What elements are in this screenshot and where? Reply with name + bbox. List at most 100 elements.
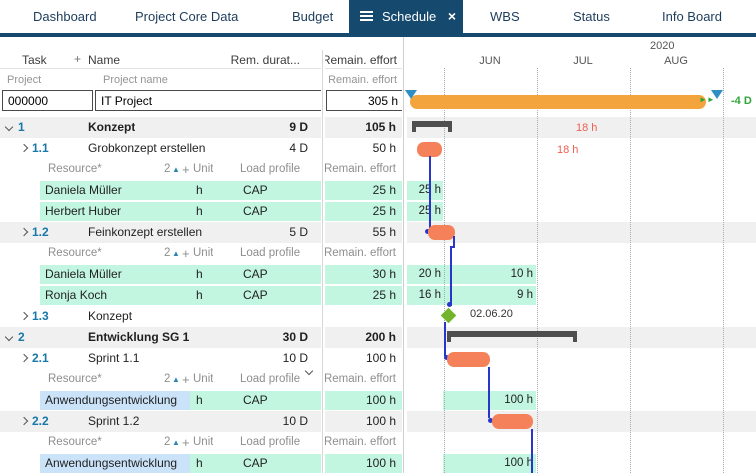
resource-row[interactable]: Daniela Müller h CAP 25 h 25 h xyxy=(0,180,756,376)
load-profile-value: CAP xyxy=(243,393,268,407)
project-gantt-bar[interactable] xyxy=(410,95,706,109)
resource-effort: 100 h xyxy=(325,454,404,473)
summary-hook xyxy=(448,121,452,132)
sort-count: 2 xyxy=(164,436,171,448)
summary-bar-2[interactable] xyxy=(447,331,577,337)
collapse-icon[interactable] xyxy=(4,122,14,132)
task-row-2[interactable]: 2 Entwicklung SG 1 30 D 200 h xyxy=(0,327,756,348)
tab-wbs[interactable]: WBS xyxy=(490,9,520,24)
project-effort-input[interactable] xyxy=(326,90,404,111)
project-start-marker-icon[interactable] xyxy=(405,90,417,99)
resource-name[interactable]: Daniela Müller xyxy=(40,181,190,200)
close-icon[interactable]: × xyxy=(447,8,456,24)
col-header-task[interactable]: Task xyxy=(22,53,47,67)
summary-bar-1[interactable] xyxy=(412,121,452,127)
task-bar-1-1[interactable] xyxy=(417,142,442,157)
task-number: 2 xyxy=(18,330,25,344)
resource-effort: 30 h xyxy=(325,265,404,284)
task-row-1-3[interactable]: 1.3 Konzept xyxy=(0,306,756,327)
expand-icon[interactable] xyxy=(19,416,29,426)
col-header-duration[interactable]: Rem. durat... xyxy=(230,53,300,67)
summary-hook xyxy=(573,331,577,342)
resource-name[interactable]: Anwendungsentwicklung xyxy=(40,454,190,473)
expand-icon[interactable] xyxy=(19,227,29,237)
expand-icon[interactable] xyxy=(19,353,29,363)
resource-name[interactable]: Anwendungsentwicklung xyxy=(40,391,190,410)
add-resource-button[interactable]: + xyxy=(182,162,190,177)
hamburger-icon[interactable] xyxy=(360,11,373,22)
sort-asc-icon[interactable]: ▲ xyxy=(172,165,180,174)
task-name: Sprint 1.2 xyxy=(88,414,140,428)
col-header-name[interactable]: Name xyxy=(88,53,121,67)
unit-value: h xyxy=(196,183,203,197)
tab-project-core-data[interactable]: Project Core Data xyxy=(135,9,239,24)
project-type-label: Project xyxy=(7,74,42,86)
header-divider xyxy=(0,68,404,69)
resource-row[interactable]: Daniela Müller h CAP 30 h 20 h 10 h xyxy=(0,264,756,285)
load-profile-value: CAP xyxy=(243,288,268,302)
link-line xyxy=(450,246,455,248)
timeline-month-aug: AUG xyxy=(664,55,688,67)
task-duration: 10 D xyxy=(282,351,308,365)
tab-dashboard[interactable]: Dashboard xyxy=(33,9,97,24)
task-effort: 50 h xyxy=(372,141,396,155)
resource-col-label: Resource* xyxy=(48,247,102,259)
gantt-effort-cell: 9 h xyxy=(443,286,536,305)
resource-name[interactable]: Herbert Huber xyxy=(40,202,190,221)
tab-budget[interactable]: Budget xyxy=(292,9,334,24)
resource-header-row: Resource* 2 ▲ + Unit Load profile Remain… xyxy=(0,243,756,264)
add-resource-button[interactable]: + xyxy=(182,246,190,261)
gantt-gridline-sep xyxy=(723,68,724,473)
resource-name[interactable]: Ronja Koch xyxy=(40,286,190,305)
task-duration: 30 D xyxy=(282,330,308,344)
tab-status[interactable]: Status xyxy=(573,9,610,24)
gantt-effort-cell: 16 h xyxy=(406,286,443,305)
pane-splitter[interactable] xyxy=(403,37,404,473)
task-row-1-1[interactable]: 1.1 Grobkonzept erstellen 4 D 50 h xyxy=(0,138,756,159)
project-name-input[interactable] xyxy=(95,90,322,111)
summary-hook xyxy=(412,121,416,132)
resource-row[interactable]: Anwendungsentwicklung h CAP 100 h 100 h xyxy=(0,453,756,473)
task-name: Feinkonzept erstellen xyxy=(88,225,203,239)
task-row-1-2[interactable]: 1.2 Feinkonzept erstellen 5 D 55 h xyxy=(0,222,756,243)
add-resource-button[interactable]: + xyxy=(182,435,190,450)
task-number: 2.1 xyxy=(32,351,49,365)
tab-info-board[interactable]: Info Board xyxy=(662,9,722,24)
collapse-icon[interactable] xyxy=(4,332,14,342)
unit-col-label: Unit xyxy=(193,247,214,259)
expand-icon[interactable] xyxy=(19,143,29,153)
gantt-gridline-aug xyxy=(630,68,631,473)
gantt-gridline-jun xyxy=(444,68,445,473)
expand-icon[interactable] xyxy=(19,311,29,321)
task-row-2-1[interactable]: 2.1 Sprint 1.1 10 D 100 h xyxy=(0,348,756,369)
sort-asc-icon[interactable]: ▲ xyxy=(172,438,180,447)
task-number: 1.3 xyxy=(32,309,49,323)
task-row-1[interactable]: 1 Konzept 9 D 105 h xyxy=(0,117,756,138)
load-profile-col-label: Load profile xyxy=(240,436,301,448)
task-bar-2-1[interactable] xyxy=(447,352,490,367)
effort-col-label: Remain. effort xyxy=(323,163,396,175)
sort-asc-icon[interactable]: ▲ xyxy=(172,375,180,384)
gantt-gridline-jul xyxy=(537,68,538,473)
resource-header-row: Resource* 2 ▲ + Unit Load profile Remain… xyxy=(0,159,756,180)
task-row-2-2[interactable]: 2.2 Sprint 1.2 10 D 100 h xyxy=(0,411,756,432)
sort-asc-icon[interactable]: ▲ xyxy=(172,249,180,258)
add-resource-button[interactable]: + xyxy=(182,372,190,387)
task-duration: 9 D xyxy=(289,120,308,134)
unit-value: h xyxy=(196,393,203,407)
resource-name[interactable]: Daniela Müller xyxy=(40,265,190,284)
col-header-effort[interactable]: Remain. effort xyxy=(321,53,397,67)
unit-value: h xyxy=(196,204,203,218)
task-bar-1-2[interactable] xyxy=(428,225,455,240)
resource-row[interactable]: Herbert Huber h CAP 25 h 25 h xyxy=(0,201,756,418)
load-profile-value: CAP xyxy=(243,183,268,197)
add-column-button[interactable]: + xyxy=(74,52,82,66)
resource-row[interactable]: Anwendungsentwicklung h CAP 100 h 100 h xyxy=(0,390,756,411)
project-end-marker-icon[interactable] xyxy=(711,90,723,99)
project-delay-label: -4 D xyxy=(731,95,752,107)
resource-row[interactable]: Ronja Koch h CAP 25 h 16 h 9 h xyxy=(0,285,756,306)
project-id-input[interactable] xyxy=(2,90,93,111)
link-line xyxy=(531,429,533,473)
tab-schedule[interactable]: Schedule × xyxy=(349,0,463,37)
task-bar-2-2[interactable] xyxy=(492,414,533,429)
